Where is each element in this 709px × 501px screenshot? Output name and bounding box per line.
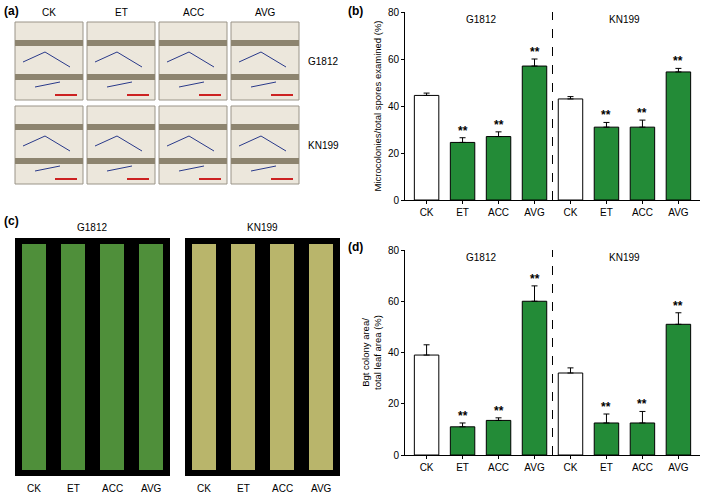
svg-text:CK: CK: [197, 483, 211, 494]
svg-text:**: **: [458, 409, 468, 423]
svg-text:20: 20: [388, 398, 400, 409]
svg-text:G1812: G1812: [77, 222, 107, 233]
svg-text:ACC: ACC: [272, 483, 293, 494]
svg-text:ET: ET: [600, 207, 613, 218]
svg-text:ACC: ACC: [488, 207, 509, 218]
svg-text:40: 40: [388, 101, 400, 112]
svg-text:**: **: [673, 299, 683, 313]
svg-text:Microcolonies/total spores exa: Microcolonies/total spores examined (%): [372, 20, 383, 191]
svg-text:**: **: [494, 118, 504, 132]
svg-text:**: **: [530, 272, 540, 286]
svg-text:ACC: ACC: [488, 462, 509, 473]
svg-text:AVG: AVG: [668, 207, 689, 218]
svg-text:**: **: [494, 404, 504, 418]
svg-text:**: **: [601, 400, 611, 414]
svg-text:**: **: [530, 45, 540, 59]
svg-text:**: **: [637, 397, 647, 411]
svg-text:AVG: AVG: [524, 462, 545, 473]
svg-text:ET: ET: [237, 483, 250, 494]
svg-text:ACC: ACC: [632, 462, 653, 473]
svg-text:AVG: AVG: [668, 462, 689, 473]
svg-text:CK: CK: [42, 7, 56, 18]
svg-text:KN199: KN199: [308, 140, 339, 151]
svg-text:AVG: AVG: [311, 483, 332, 494]
svg-text:ET: ET: [115, 7, 128, 18]
svg-text:(c): (c): [4, 214, 19, 228]
svg-text:Bgt colony area/total leaf are: Bgt colony area/total leaf area (%): [360, 315, 383, 390]
svg-text:**: **: [458, 124, 468, 138]
svg-text:40: 40: [388, 347, 400, 358]
svg-text:80: 80: [388, 245, 400, 256]
svg-text:KN199: KN199: [609, 14, 640, 25]
svg-text:**: **: [637, 106, 647, 120]
svg-text:60: 60: [388, 54, 400, 65]
svg-text:ACC: ACC: [183, 7, 204, 18]
svg-text:AVG: AVG: [524, 207, 545, 218]
svg-text:AVG: AVG: [141, 483, 162, 494]
svg-text:(b): (b): [348, 4, 363, 18]
svg-text:ET: ET: [456, 462, 469, 473]
svg-text:ET: ET: [600, 462, 613, 473]
svg-text:KN199: KN199: [609, 252, 640, 263]
svg-text:0: 0: [393, 450, 399, 461]
svg-text:0: 0: [393, 195, 399, 206]
svg-text:CK: CK: [27, 483, 41, 494]
svg-text:60: 60: [388, 296, 400, 307]
svg-text:CK: CK: [420, 462, 434, 473]
svg-text:AVG: AVG: [255, 7, 276, 18]
svg-text:G1812: G1812: [308, 56, 338, 67]
svg-text:(d): (d): [348, 240, 363, 254]
svg-text:ET: ET: [67, 483, 80, 494]
svg-text:**: **: [601, 108, 611, 122]
svg-text:**: **: [673, 54, 683, 68]
svg-text:CK: CK: [564, 462, 578, 473]
svg-text:ACC: ACC: [632, 207, 653, 218]
svg-text:ET: ET: [456, 207, 469, 218]
svg-text:G1812: G1812: [466, 14, 496, 25]
svg-text:KN199: KN199: [247, 222, 278, 233]
svg-text:20: 20: [388, 148, 400, 159]
svg-text:ACC: ACC: [102, 483, 123, 494]
svg-text:CK: CK: [564, 207, 578, 218]
svg-text:(a): (a): [4, 4, 19, 18]
svg-text:G1812: G1812: [466, 252, 496, 263]
svg-text:80: 80: [388, 7, 400, 18]
svg-text:CK: CK: [420, 207, 434, 218]
